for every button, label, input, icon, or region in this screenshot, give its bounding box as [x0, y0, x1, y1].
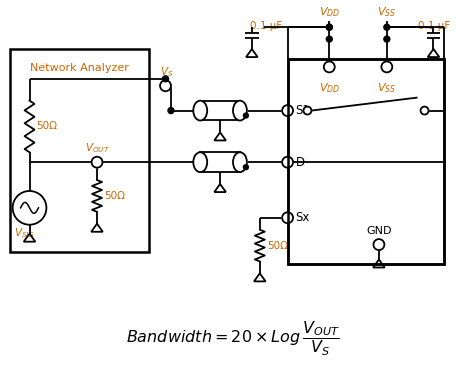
- Text: $V_{OUT}$: $V_{OUT}$: [85, 141, 110, 155]
- Circle shape: [373, 239, 384, 250]
- Text: Network Analyzer: Network Analyzer: [30, 63, 129, 73]
- Circle shape: [160, 80, 171, 91]
- Text: $V_{DD}$: $V_{DD}$: [319, 81, 340, 95]
- Text: $V_{SS}$: $V_{SS}$: [377, 81, 397, 95]
- Text: Sx: Sx: [295, 211, 310, 224]
- Circle shape: [421, 107, 429, 114]
- Circle shape: [303, 107, 311, 114]
- Ellipse shape: [233, 101, 247, 120]
- Text: GND: GND: [366, 226, 391, 236]
- Circle shape: [13, 191, 47, 225]
- Bar: [10, 49, 149, 252]
- Text: $V_S$: $V_S$: [160, 65, 173, 79]
- Circle shape: [384, 24, 390, 30]
- Text: $V_{DD}$: $V_{DD}$: [319, 6, 340, 19]
- Circle shape: [326, 36, 332, 42]
- Text: 0.1 μF: 0.1 μF: [250, 21, 282, 31]
- Text: 50Ω: 50Ω: [267, 240, 288, 251]
- Ellipse shape: [193, 152, 207, 172]
- Text: $V_{SIG}$: $V_{SIG}$: [14, 226, 35, 239]
- Text: S1: S1: [295, 104, 310, 117]
- Text: D: D: [295, 156, 305, 169]
- Text: 50Ω: 50Ω: [36, 122, 57, 131]
- Circle shape: [243, 113, 248, 118]
- Circle shape: [384, 36, 390, 42]
- Circle shape: [324, 61, 335, 72]
- Circle shape: [243, 165, 248, 170]
- Bar: [200, 101, 240, 120]
- Circle shape: [91, 157, 103, 168]
- Ellipse shape: [233, 152, 247, 172]
- Circle shape: [282, 157, 293, 168]
- Circle shape: [163, 76, 169, 82]
- Circle shape: [282, 105, 293, 116]
- Circle shape: [381, 61, 392, 72]
- Text: 50Ω: 50Ω: [104, 191, 125, 201]
- Bar: [200, 152, 240, 172]
- Circle shape: [326, 24, 332, 30]
- Circle shape: [326, 24, 332, 30]
- Bar: [288, 59, 445, 264]
- Bar: [288, 59, 445, 264]
- Circle shape: [282, 212, 293, 223]
- Text: 0.1 μF: 0.1 μF: [418, 21, 450, 31]
- Text: $V_{SS}$: $V_{SS}$: [377, 6, 397, 19]
- Text: $\it{Bandwidth} = 20 \times \it{Log}\,\dfrac{V_{OUT}}{V_S}$: $\it{Bandwidth} = 20 \times \it{Log}\,\d…: [126, 320, 340, 358]
- Ellipse shape: [193, 101, 207, 120]
- Circle shape: [168, 108, 174, 114]
